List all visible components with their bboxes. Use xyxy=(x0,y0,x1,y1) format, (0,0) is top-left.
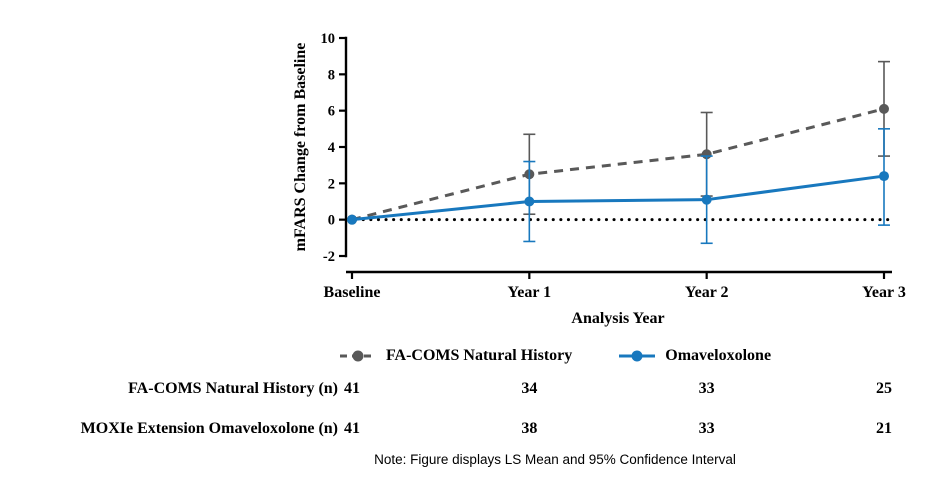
table-cell: 34 xyxy=(521,380,538,397)
table-cell: 38 xyxy=(521,420,538,437)
data-point-marker xyxy=(879,103,889,114)
y-tick-label: 2 xyxy=(328,176,335,192)
x-axis-title: Analysis Year xyxy=(571,310,665,327)
table-row: MOXIe Extension Omaveloxolone (n) 41 38 33 2… xyxy=(0,414,940,444)
table-cell: 21 xyxy=(876,420,892,437)
table-row-label: FA-COMS Natural History (n) xyxy=(128,380,338,397)
y-tick-label: 0 xyxy=(328,213,335,229)
series-line xyxy=(351,174,885,222)
table-row-label: MOXIe Extension Omaveloxolone (n) xyxy=(80,420,338,437)
legend: FA-COMS Natural History Omaveloxolone xyxy=(170,347,940,365)
data-point-marker xyxy=(701,194,712,205)
table-cell: 41 xyxy=(344,380,360,397)
y-tick-label: 10 xyxy=(321,31,336,47)
x-tick-label: Year 1 xyxy=(507,284,551,301)
y-tick-label: 8 xyxy=(328,67,335,83)
x-tick-label: Year 2 xyxy=(685,284,729,301)
y-tick-label: 6 xyxy=(328,104,335,120)
table-cell: 25 xyxy=(876,380,892,397)
figure-note: Note: Figure displays LS Mean and 95% Co… xyxy=(374,452,736,467)
legend-marker-icon xyxy=(619,350,656,362)
table-cell: 33 xyxy=(698,420,715,437)
legend-marker-icon xyxy=(339,350,376,362)
y-axis-title: mFARS Change from Baseline xyxy=(292,42,309,252)
table-cell: 41 xyxy=(344,420,360,437)
legend-label: FA-COMS Natural History xyxy=(385,347,573,364)
legend-item: Omaveloxolone xyxy=(618,347,771,365)
series-line xyxy=(351,107,885,222)
x-tick-label: Baseline xyxy=(324,284,381,301)
line-chart: -2 0 2 4 6 8 10 Baseline Year 1 Year 2 Year 3 xyxy=(321,31,906,301)
y-tick-label: 4 xyxy=(328,140,335,156)
data-point-marker xyxy=(347,214,357,225)
table-row: FA-COMS Natural History (n) 41 34 33 25 xyxy=(0,374,940,404)
legend-label: Omaveloxolone xyxy=(665,347,772,364)
y-tick-label: -2 xyxy=(323,249,335,265)
legend-item: FA-COMS Natural History xyxy=(339,347,572,365)
data-point-marker xyxy=(524,196,535,207)
x-tick-label: Year 3 xyxy=(862,284,906,301)
table-cell: 33 xyxy=(698,380,715,397)
data-point-marker xyxy=(879,171,889,182)
